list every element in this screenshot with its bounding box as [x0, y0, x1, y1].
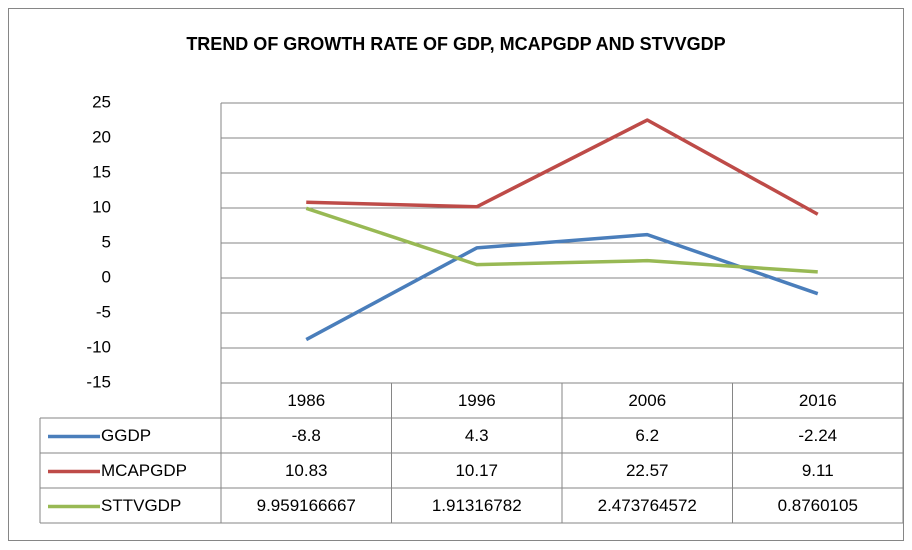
- table-value: 10.83: [285, 461, 328, 480]
- x-tick-label: 1996: [458, 391, 496, 410]
- legend-label: GGDP: [101, 426, 151, 445]
- table-value: 6.2: [635, 426, 659, 445]
- table-value: 2.473764572: [598, 496, 697, 515]
- y-tick-label: 5: [102, 232, 111, 251]
- y-tick-label: 25: [92, 92, 111, 111]
- table-value: 10.17: [455, 461, 498, 480]
- table-value: 1.91316782: [432, 496, 522, 515]
- table-value: 0.8760105: [778, 496, 858, 515]
- y-tick-label: 0: [102, 267, 111, 286]
- x-tick-label: 1986: [287, 391, 325, 410]
- chart-border: [8, 8, 904, 541]
- legend-label: MCAPGDP: [101, 461, 187, 480]
- y-tick-label: 10: [92, 197, 111, 216]
- series-line: [306, 118, 819, 216]
- table-value: 4.3: [465, 426, 489, 445]
- table-value: 9.11: [802, 461, 834, 480]
- x-tick-label: 2006: [628, 391, 666, 410]
- table-value: -8.8: [292, 426, 321, 445]
- y-tick-label: 20: [92, 127, 111, 146]
- y-tick-label: 15: [92, 162, 111, 181]
- y-tick-label: -5: [96, 302, 111, 321]
- series-line: [305, 206, 818, 274]
- x-tick-label: 2016: [799, 391, 837, 410]
- table-value: 9.959166667: [257, 496, 356, 515]
- legend-label: STTVGDP: [101, 496, 181, 515]
- table-value: -2.24: [798, 426, 837, 445]
- chart-title: TREND OF GROWTH RATE OF GDP, MCAPGDP AND…: [186, 34, 725, 54]
- y-tick-label: -10: [86, 337, 111, 356]
- series-line: [305, 232, 819, 342]
- y-tick-label: -15: [86, 372, 111, 391]
- table-value: 22.57: [626, 461, 669, 480]
